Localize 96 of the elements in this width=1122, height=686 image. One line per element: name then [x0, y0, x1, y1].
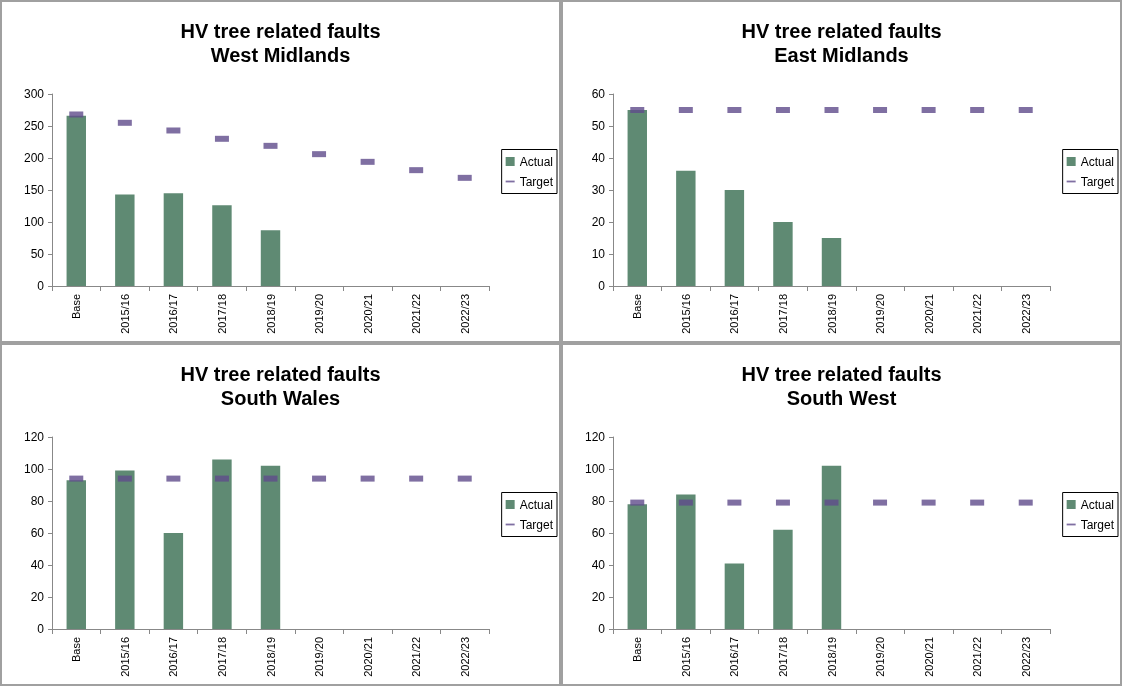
bar — [724, 563, 745, 629]
legend-label: Actual — [1080, 497, 1115, 512]
legend-label: Actual — [519, 497, 554, 512]
bar — [676, 170, 696, 286]
bar — [66, 115, 86, 286]
y-tick-label: 20 — [30, 590, 45, 604]
bar — [676, 494, 696, 629]
y-tick-label: 0 — [37, 622, 45, 636]
x-tick-label: 2021/22 — [971, 637, 984, 677]
y-tick-label: 60 — [591, 87, 606, 101]
legend-label: Target — [519, 174, 554, 189]
bar — [773, 222, 793, 286]
y-tick-label: 0 — [598, 279, 606, 293]
x-tick-label: 2019/20 — [874, 637, 887, 677]
x-tick-label: 2022/23 — [458, 294, 471, 334]
x-tick-label: 2017/18 — [215, 637, 228, 677]
y-tick-label: 60 — [30, 526, 45, 540]
bar — [821, 238, 842, 286]
bar — [66, 480, 86, 629]
y-tick-label: 10 — [591, 247, 606, 261]
bar — [163, 533, 184, 629]
chart-title: HV tree related faults East Midlands — [741, 20, 942, 66]
x-tick-label: 2022/23 — [1019, 294, 1032, 334]
x-tick-label: Base — [70, 294, 83, 320]
x-tick-label: 2020/21 — [922, 637, 935, 677]
y-tick-label: 60 — [591, 526, 606, 540]
y-tick-label: 250 — [23, 119, 45, 133]
y-tick-label: 150 — [23, 183, 45, 197]
y-tick-label: 100 — [23, 215, 45, 229]
bar — [212, 205, 232, 286]
x-tick-label: 2021/22 — [410, 637, 423, 677]
x-tick-label: 2022/23 — [458, 637, 471, 677]
bar — [627, 504, 647, 629]
x-tick-label: 2016/17 — [167, 637, 180, 677]
x-tick-label: 2020/21 — [922, 294, 935, 334]
y-tick-label: 50 — [30, 247, 45, 261]
y-tick-label: 0 — [598, 622, 606, 636]
y-tick-label: 20 — [591, 590, 606, 604]
y-tick-label: 120 — [23, 430, 45, 444]
x-tick-label: 2017/18 — [776, 294, 789, 334]
bar — [260, 230, 281, 286]
x-tick-label: 2016/17 — [167, 294, 180, 334]
bar — [724, 190, 745, 286]
y-tick-label: 40 — [591, 558, 606, 572]
x-tick-label: 2022/23 — [1019, 637, 1032, 677]
x-tick-label: 2021/22 — [410, 294, 423, 334]
x-tick-label: 2015/16 — [679, 637, 692, 677]
y-tick-label: 40 — [30, 558, 45, 572]
x-tick-label: 2019/20 — [874, 294, 887, 334]
x-tick-label: 2019/20 — [313, 637, 326, 677]
x-tick-label: 2017/18 — [776, 637, 789, 677]
legend-label: Actual — [1080, 154, 1115, 169]
y-tick-label: 120 — [584, 430, 606, 444]
legend-label: Target — [519, 517, 554, 532]
bar — [773, 529, 793, 629]
x-tick-label: 2019/20 — [313, 294, 326, 334]
y-tick-label: 300 — [23, 87, 45, 101]
bar — [115, 470, 135, 629]
y-tick-label: 200 — [23, 151, 45, 165]
legend-label: Target — [1080, 174, 1115, 189]
y-tick-label: 30 — [591, 183, 606, 197]
legend-label: Actual — [519, 154, 554, 169]
x-tick-label: 2020/21 — [361, 294, 374, 334]
bar — [260, 465, 281, 629]
y-tick-label: 50 — [591, 119, 606, 133]
x-tick-label: 2015/16 — [118, 637, 131, 677]
y-tick-label: 80 — [591, 494, 606, 508]
bar — [163, 193, 184, 286]
y-tick-label: 40 — [591, 151, 606, 165]
legend-label: Target — [1080, 517, 1115, 532]
x-tick-label: 2018/19 — [264, 637, 277, 677]
x-tick-label: Base — [631, 294, 644, 320]
x-tick-label: 2021/22 — [971, 294, 984, 334]
x-tick-label: Base — [70, 637, 83, 663]
x-tick-label: 2020/21 — [361, 637, 374, 677]
y-tick-label: 0 — [37, 279, 45, 293]
x-tick-label: 2018/19 — [264, 294, 277, 334]
chart-title: HV tree related faults West Midlands — [180, 20, 381, 66]
y-tick-label: 20 — [591, 215, 606, 229]
x-tick-label: 2015/16 — [118, 294, 131, 334]
x-tick-label: 2018/19 — [825, 294, 838, 334]
chart-title: HV tree related faults South West — [741, 363, 942, 409]
x-tick-label: 2018/19 — [825, 637, 838, 677]
x-tick-label: Base — [631, 637, 644, 663]
y-tick-label: 100 — [23, 462, 45, 476]
x-tick-label: 2016/17 — [728, 294, 741, 334]
chart-title: HV tree related faults South Wales — [180, 363, 381, 409]
y-tick-label: 80 — [30, 494, 45, 508]
bar — [821, 465, 842, 629]
bar — [212, 459, 232, 629]
x-tick-label: 2016/17 — [728, 637, 741, 677]
x-tick-label: 2015/16 — [679, 294, 692, 334]
bar — [115, 194, 135, 286]
x-tick-label: 2017/18 — [215, 294, 228, 334]
y-tick-label: 100 — [584, 462, 606, 476]
bar — [627, 110, 647, 286]
